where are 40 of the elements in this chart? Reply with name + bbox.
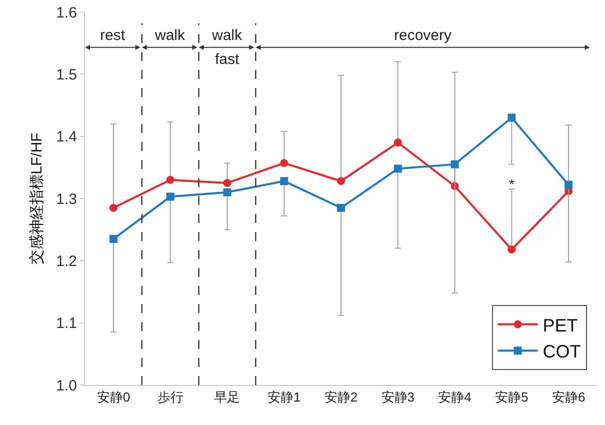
annotation: walk fast xyxy=(211,27,243,68)
point xyxy=(166,192,174,201)
point xyxy=(394,164,402,173)
x-tick-label: 安静5 xyxy=(495,390,528,405)
point xyxy=(223,178,232,187)
annotation: recovery xyxy=(394,27,452,44)
point xyxy=(166,176,174,184)
point xyxy=(508,245,516,254)
point xyxy=(109,204,118,212)
point xyxy=(280,177,288,186)
x-tick-label: 安静3 xyxy=(381,390,415,405)
y-axis-title: 交感神経指標LF/HF xyxy=(28,132,46,264)
y-tick-label: 1.5 xyxy=(56,66,77,84)
y-tick-label: 1.6 xyxy=(56,4,77,22)
point xyxy=(337,204,345,212)
x-tick-label: 安静1 xyxy=(267,390,301,405)
y-tick-label: 1.1 xyxy=(56,315,77,332)
x-tick-label: 歩行 xyxy=(157,390,184,405)
point xyxy=(223,188,232,196)
point xyxy=(337,177,345,186)
x-tick-label: 安静0 xyxy=(96,390,130,405)
point xyxy=(450,160,459,168)
annotation: * xyxy=(509,176,515,192)
y-tick-label: 1.0 xyxy=(56,377,77,394)
x-tick-label: 安静2 xyxy=(324,390,358,405)
legend-label: COT xyxy=(542,342,581,362)
point xyxy=(280,159,288,168)
point xyxy=(508,114,516,122)
x-tick-label: 安静4 xyxy=(438,390,472,405)
point xyxy=(109,234,118,243)
point xyxy=(394,138,402,147)
legend-label: PET xyxy=(542,315,578,336)
point xyxy=(564,180,573,189)
y-tick-label: 1.3 xyxy=(56,190,77,208)
x-tick-label: 早足 xyxy=(214,390,240,405)
annotation: walk xyxy=(154,27,186,44)
y-tick-label: 1.2 xyxy=(56,252,77,270)
annotation: rest xyxy=(100,27,126,44)
y-tick-label: 1.4 xyxy=(56,128,77,146)
x-tick-label: 安静6 xyxy=(552,390,586,405)
